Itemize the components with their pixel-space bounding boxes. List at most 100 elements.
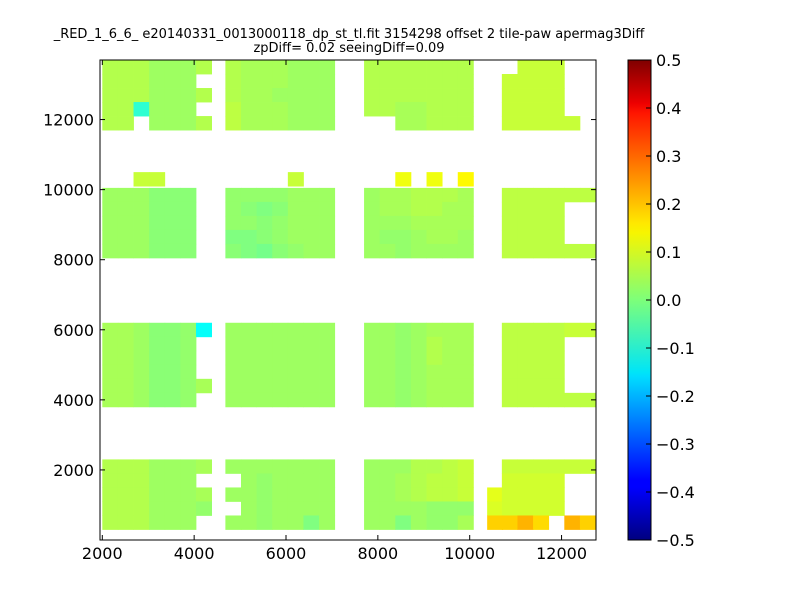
heatmap-cell <box>517 215 534 231</box>
heatmap-cell <box>364 60 381 75</box>
heatmap-cell <box>442 229 459 245</box>
heatmap-cell <box>133 243 150 259</box>
heatmap-cell <box>319 515 336 530</box>
heatmap-cell <box>533 459 550 474</box>
heatmap-cell <box>410 501 427 516</box>
heatmap-cell <box>195 459 212 474</box>
heatmap-cell <box>501 392 518 408</box>
heatmap-cell <box>517 378 534 394</box>
heatmap-cell <box>180 501 197 516</box>
heatmap-cell <box>426 187 443 203</box>
heatmap-cell <box>379 187 396 203</box>
heatmap-cell <box>379 215 396 231</box>
heatmap-cell <box>256 229 273 245</box>
heatmap-cell <box>180 201 197 217</box>
plot-frame <box>99 59 597 541</box>
heatmap-cell <box>501 201 518 217</box>
heatmap-cell <box>303 116 320 131</box>
heatmap-cell <box>117 215 134 231</box>
heatmap-cell <box>364 501 381 516</box>
colorbar-tick-label: −0.1 <box>656 339 695 358</box>
heatmap-cell <box>180 378 197 394</box>
heatmap-cell <box>149 74 166 89</box>
heatmap-cell <box>303 60 320 75</box>
heatmap-cell <box>410 473 427 488</box>
heatmap-cell <box>164 74 181 89</box>
heatmap-cell <box>548 201 565 217</box>
heatmap-cell <box>501 187 518 203</box>
heatmap-cell <box>149 459 166 474</box>
heatmap-cell <box>319 378 336 394</box>
heatmap-cell <box>164 336 181 352</box>
heatmap-cell <box>195 487 212 502</box>
heatmap-cell <box>133 378 150 394</box>
heatmap-cell <box>240 215 257 231</box>
heatmap-cell <box>319 336 336 352</box>
heatmap-cell <box>256 487 273 502</box>
heatmap-cell <box>303 515 320 530</box>
heatmap-cell <box>533 201 550 217</box>
heatmap-cell <box>240 459 257 474</box>
heatmap-cell <box>272 74 289 89</box>
heatmap-cell <box>225 215 242 231</box>
heatmap-cell <box>364 336 381 352</box>
heatmap-cell <box>457 201 474 217</box>
heatmap-cell <box>319 74 336 89</box>
heatmap-cell <box>149 229 166 245</box>
heatmap-cell <box>164 350 181 366</box>
heatmap-cell <box>457 487 474 502</box>
heatmap-cell <box>225 336 242 352</box>
heatmap-cell <box>457 172 474 187</box>
heatmap-cell <box>117 102 134 117</box>
heatmap-cell <box>149 364 166 380</box>
heatmap-cell <box>319 243 336 259</box>
heatmap-cell <box>149 215 166 231</box>
heatmap-cell <box>256 88 273 103</box>
heatmap-cell <box>272 336 289 352</box>
heatmap-cell <box>195 88 212 103</box>
heatmap-cell <box>426 501 443 516</box>
heatmap-cell <box>149 473 166 488</box>
heatmap-cell <box>149 322 166 338</box>
heatmap-cell <box>533 392 550 408</box>
heatmap-cell <box>240 243 257 259</box>
heatmap-cell <box>225 243 242 259</box>
heatmap-cell <box>256 201 273 217</box>
heatmap-cell <box>517 487 534 502</box>
heatmap-cell <box>517 501 534 516</box>
heatmap-cell <box>149 172 166 187</box>
heatmap-cell <box>501 378 518 394</box>
heatmap-cell <box>410 116 427 131</box>
heatmap-cell <box>240 229 257 245</box>
heatmap-cell <box>117 487 134 502</box>
heatmap-cell <box>195 501 212 516</box>
heatmap-cell <box>457 102 474 117</box>
heatmap-cell <box>256 459 273 474</box>
heatmap-cell <box>256 102 273 117</box>
heatmap-cell <box>117 187 134 203</box>
heatmap-cell <box>457 473 474 488</box>
heatmap-cell <box>442 187 459 203</box>
heatmap-cell <box>410 88 427 103</box>
heatmap-cell <box>517 473 534 488</box>
heatmap-cell <box>517 459 534 474</box>
colorbar-tick-label: −0.4 <box>656 483 695 502</box>
heatmap-cell <box>533 60 550 75</box>
heatmap-cell <box>180 487 197 502</box>
heatmap-cell <box>272 473 289 488</box>
heatmap-cell <box>364 201 381 217</box>
heatmap-cell <box>533 74 550 89</box>
heatmap-cell <box>395 215 412 231</box>
heatmap-cell <box>149 487 166 502</box>
colorbar-tick-label: 0.4 <box>656 99 681 118</box>
x-axis-ticks: 2000 4000 6000 8000 10000 12000 <box>82 60 587 563</box>
heatmap-cell <box>303 102 320 117</box>
heatmap-cell <box>149 187 166 203</box>
y-tick-label: 8000 <box>53 251 94 270</box>
heatmap-cell <box>395 102 412 117</box>
heatmap-cell <box>379 88 396 103</box>
heatmap-cell <box>517 515 534 530</box>
heatmap-cell <box>287 473 304 488</box>
heatmap-cell <box>180 88 197 103</box>
